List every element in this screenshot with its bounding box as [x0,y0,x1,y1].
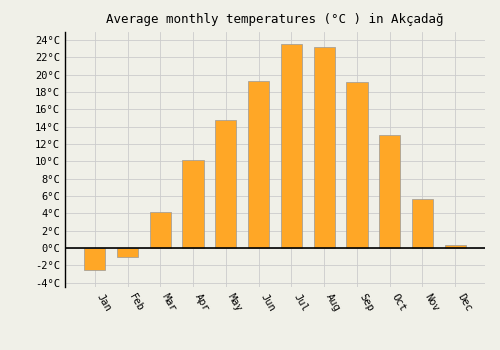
Bar [280,44,302,248]
Bar [84,248,106,270]
Bar [117,248,138,257]
Bar [215,120,236,248]
Bar [412,199,433,248]
Bar [379,135,400,248]
Bar [248,81,270,248]
Bar [150,212,171,248]
Bar [444,245,466,248]
Bar [314,47,335,248]
Bar [182,160,204,248]
Bar [346,82,368,248]
Title: Average monthly temperatures (°C ) in Akçadağ: Average monthly temperatures (°C ) in Ak… [106,13,444,26]
